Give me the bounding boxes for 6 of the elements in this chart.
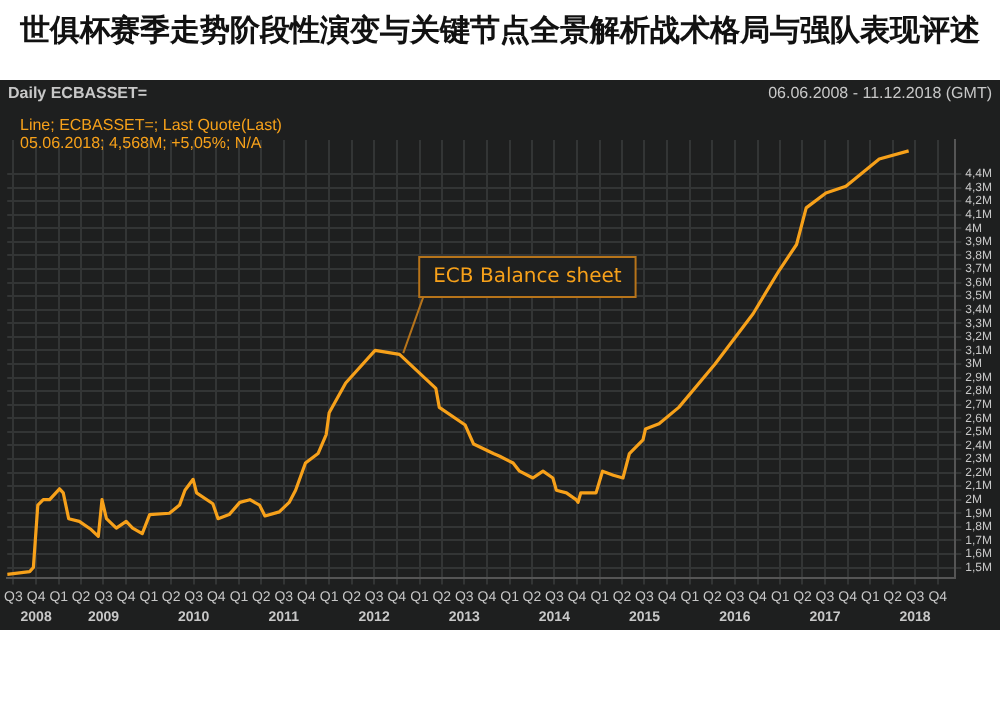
text: 06.06.2008 - 11.12.2018 (GMT) <box>768 84 993 103</box>
annotation: 05.06.2018; 4,568M; +5,05%; N/A <box>20 134 263 153</box>
chart-title: 世俱杯赛季走势阶段性演变与关键节点全景解析战术格局与强队表现评述 <box>18 12 982 50</box>
annotation: ECB Balance sheet <box>433 266 622 289</box>
text: Line; ECBASSET=; Last Quote(Last) <box>20 116 283 135</box>
text: Daily ECBASSET= <box>8 84 148 103</box>
